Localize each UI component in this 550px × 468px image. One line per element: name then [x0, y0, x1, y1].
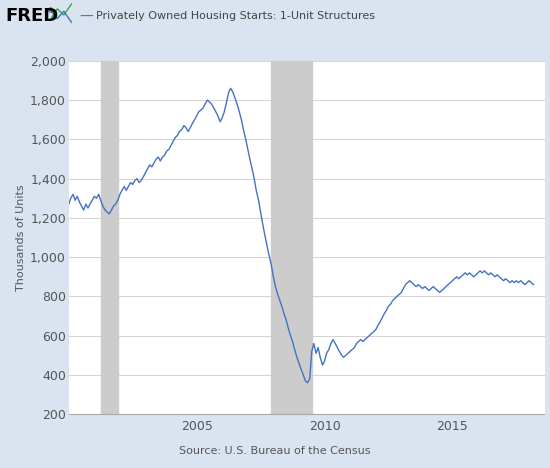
Y-axis label: Thousands of Units: Thousands of Units: [16, 184, 26, 291]
Text: ®: ®: [47, 9, 54, 15]
Text: —: —: [80, 9, 94, 23]
Text: Privately Owned Housing Starts: 1-Unit Structures: Privately Owned Housing Starts: 1-Unit S…: [96, 11, 375, 22]
Text: Source: U.S. Bureau of the Census: Source: U.S. Bureau of the Census: [179, 446, 371, 456]
Bar: [101, 61, 118, 414]
Bar: [271, 61, 312, 414]
Text: FRED: FRED: [6, 7, 59, 25]
